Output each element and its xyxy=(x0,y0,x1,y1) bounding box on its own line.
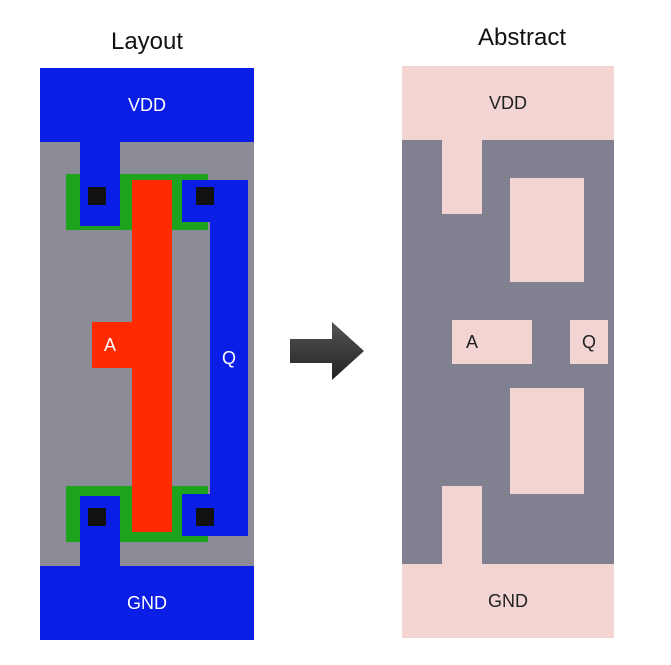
right-arrow-icon xyxy=(290,322,364,380)
abstract-a-label: A xyxy=(466,331,479,352)
vdd-label: VDD xyxy=(127,94,166,115)
abstract-pin-q: Q xyxy=(570,320,608,364)
abstract-blockage-bottom xyxy=(510,388,584,494)
contact-top-left xyxy=(88,187,106,205)
abstract-vdd-rail: VDD xyxy=(402,66,614,140)
abstract-vdd-label: VDD xyxy=(488,92,527,113)
gnd-rail: GND xyxy=(40,566,254,640)
abstract-blockage-top xyxy=(510,178,584,282)
contact-bottom-left xyxy=(88,508,106,526)
vdd-stub xyxy=(80,142,120,226)
abstract-vdd-stub xyxy=(442,140,482,214)
poly-input-a: A xyxy=(92,322,172,368)
abstract-gnd-label: GND xyxy=(488,590,528,611)
abstract-q-label: Q xyxy=(581,331,596,352)
gnd-stub xyxy=(80,496,120,568)
abstract-title: Abstract xyxy=(477,24,567,51)
abstract-pin-a: A xyxy=(452,320,532,364)
layout-cell: VDD GND Q A xyxy=(40,68,254,640)
contact-bottom-right xyxy=(196,508,214,526)
vdd-rail: VDD xyxy=(40,68,254,142)
layout-title: Layout xyxy=(110,28,184,55)
abstract-cell: VDD A Q GND xyxy=(402,66,614,638)
output-q-metal: Q xyxy=(210,180,248,536)
a-label: A xyxy=(104,334,117,355)
q-label: Q xyxy=(221,347,236,368)
contact-top-right xyxy=(196,187,214,205)
abstract-gnd-rail: GND xyxy=(402,564,614,638)
gnd-label: GND xyxy=(127,592,167,613)
abstract-gnd-stub xyxy=(442,486,482,566)
